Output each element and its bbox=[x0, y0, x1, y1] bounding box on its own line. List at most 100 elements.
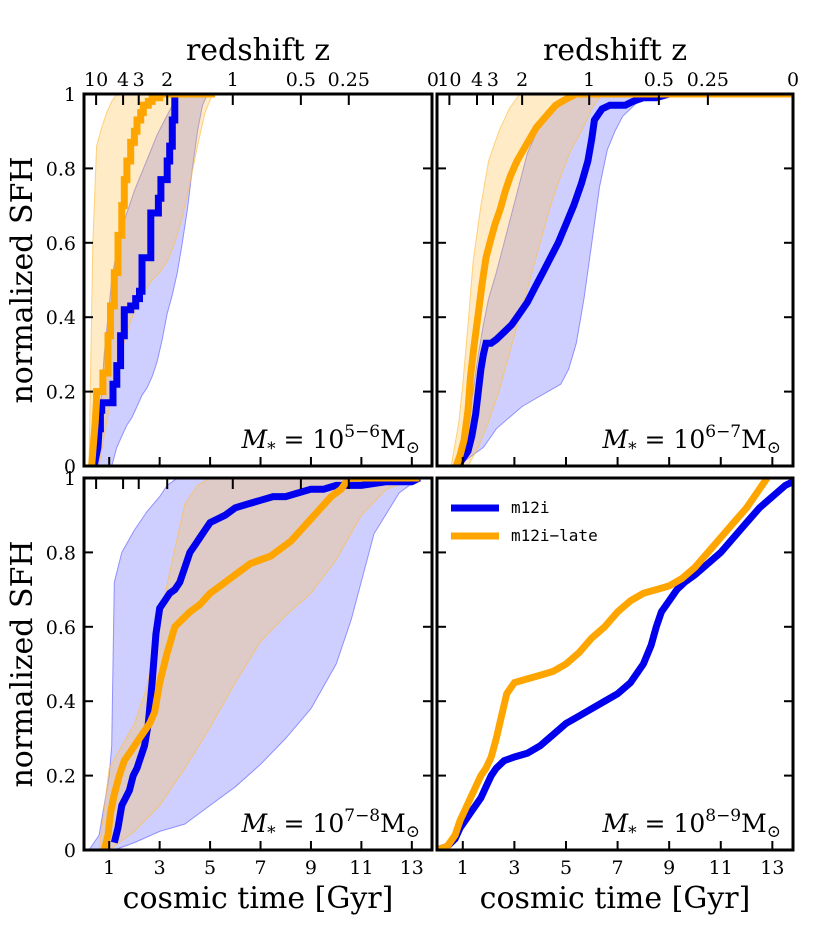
x-tick-label: 3 bbox=[508, 857, 520, 879]
mass-bin-unit-sub: ⊙ bbox=[767, 438, 781, 458]
series-line-m12i bbox=[110, 478, 421, 844]
x-tick-label: 13 bbox=[400, 857, 424, 879]
top-tick-label: 4 bbox=[117, 69, 129, 91]
series-line-m12i-late bbox=[437, 478, 771, 850]
plot-area bbox=[88, 94, 432, 466]
series-line-m12i bbox=[437, 478, 793, 850]
series-line-m12i-late bbox=[452, 94, 793, 466]
y-axis-title: normalized SFH bbox=[5, 540, 40, 787]
mass-bin-prefix: M bbox=[240, 809, 268, 838]
x-tick-label: 1 bbox=[457, 857, 469, 879]
mass-bin-label: M* = 106−7M⊙ bbox=[601, 422, 781, 459]
top-tick-label: 0.5 bbox=[286, 69, 316, 91]
mass-bin-sub: * bbox=[628, 823, 637, 843]
x-tick-label: 11 bbox=[709, 857, 733, 879]
series-line-m12i-late bbox=[100, 478, 420, 850]
x-tick-label: 11 bbox=[349, 857, 373, 879]
panel-frame bbox=[82, 476, 434, 852]
band-m12i_band bbox=[96, 94, 432, 466]
mass-bin-unit: M bbox=[741, 809, 767, 838]
panel-frame bbox=[435, 476, 795, 852]
y-tick-label: 0.2 bbox=[46, 382, 76, 404]
y-tick-label: 0 bbox=[64, 456, 76, 478]
mass-bin-unit: M bbox=[380, 809, 406, 838]
y-tick-label: 0.8 bbox=[46, 158, 76, 180]
mass-bin-eq: = 10 bbox=[637, 809, 706, 838]
top-tick-label: 0 bbox=[787, 69, 799, 91]
mass-bin-unit: M bbox=[741, 425, 767, 454]
mass-bin-prefix: M bbox=[601, 425, 629, 454]
mass-bin-exp: 6−7 bbox=[705, 422, 741, 442]
top-tick-label: 0.5 bbox=[644, 69, 674, 91]
series-line-m12i-late bbox=[88, 94, 216, 466]
band-m12i_late_band bbox=[450, 94, 793, 466]
mass-bin-unit-sub: ⊙ bbox=[406, 822, 420, 842]
top-axis-title: redshift z bbox=[543, 33, 687, 68]
y-tick-label: 0.4 bbox=[46, 307, 76, 329]
top-tick-label: 10 bbox=[84, 69, 108, 91]
plot-area bbox=[88, 478, 432, 850]
mass-bin-exp: 8−9 bbox=[705, 806, 741, 826]
mass-bin-eq: = 10 bbox=[276, 425, 345, 454]
mass-bin-exp: 7−8 bbox=[344, 806, 380, 826]
mass-bin-sub: * bbox=[267, 823, 276, 843]
x-tick-label: 7 bbox=[254, 857, 266, 879]
panel-frame bbox=[435, 92, 795, 468]
mass-bin-sub: * bbox=[267, 439, 276, 459]
y-tick-label: 0.6 bbox=[46, 233, 76, 255]
top-tick-label: 10 bbox=[437, 69, 461, 91]
y-tick-label: 0 bbox=[64, 840, 76, 862]
top-axis-title: redshift z bbox=[186, 33, 330, 68]
band-m12i_band bbox=[88, 478, 432, 850]
top-tick-label: 3 bbox=[133, 69, 145, 91]
top-tick-label: 0.25 bbox=[328, 69, 370, 91]
mass-bin-eq: = 10 bbox=[637, 425, 706, 454]
x-tick-label: 13 bbox=[760, 857, 784, 879]
top-tick-label: 1 bbox=[227, 69, 239, 91]
top-tick-label: 2 bbox=[161, 69, 173, 91]
top-tick-label: 4 bbox=[471, 69, 483, 91]
y-tick-label: 1 bbox=[64, 468, 76, 490]
x-axis-title: cosmic time [Gyr] bbox=[480, 881, 751, 916]
top-tick-label: 2 bbox=[516, 69, 528, 91]
x-axis-title: cosmic time [Gyr] bbox=[123, 881, 394, 916]
legend-label: m12i−late bbox=[511, 526, 598, 545]
y-tick-label: 0.2 bbox=[46, 766, 76, 788]
mass-bin-exp: 5−6 bbox=[344, 422, 380, 442]
x-tick-label: 5 bbox=[560, 857, 572, 879]
mass-bin-unit-sub: ⊙ bbox=[767, 822, 781, 842]
x-tick-label: 5 bbox=[204, 857, 216, 879]
legend-label: m12i bbox=[511, 498, 550, 517]
y-tick-label: 0.6 bbox=[46, 617, 76, 639]
series-line-m12i bbox=[90, 94, 200, 466]
mass-bin-label: M* = 105−6M⊙ bbox=[240, 422, 420, 459]
mass-bin-prefix: M bbox=[240, 425, 268, 454]
panel-frame bbox=[82, 92, 434, 468]
mass-bin-unit-sub: ⊙ bbox=[406, 438, 420, 458]
mass-bin-label: M* = 108−9M⊙ bbox=[601, 806, 781, 843]
series-line-m12i bbox=[454, 94, 793, 466]
top-tick-label: 3 bbox=[487, 69, 499, 91]
top-tick-label: 0 bbox=[427, 69, 439, 91]
x-tick-label: 3 bbox=[154, 857, 166, 879]
y-tick-label: 1 bbox=[64, 84, 76, 106]
y-axis-title: normalized SFH bbox=[5, 156, 40, 403]
plot-area bbox=[437, 478, 793, 850]
x-tick-label: 7 bbox=[612, 857, 624, 879]
top-tick-label: 0.25 bbox=[687, 69, 729, 91]
x-tick-label: 1 bbox=[103, 857, 115, 879]
x-tick-label: 9 bbox=[305, 857, 317, 879]
mass-bin-label: M* = 107−8M⊙ bbox=[240, 806, 420, 843]
mass-bin-eq: = 10 bbox=[276, 809, 345, 838]
mass-bin-prefix: M bbox=[601, 809, 629, 838]
plot-area bbox=[450, 94, 793, 466]
y-tick-label: 0.8 bbox=[46, 542, 76, 564]
mass-bin-sub: * bbox=[628, 439, 637, 459]
y-tick-label: 0.4 bbox=[46, 691, 76, 713]
top-tick-label: 1 bbox=[583, 69, 595, 91]
